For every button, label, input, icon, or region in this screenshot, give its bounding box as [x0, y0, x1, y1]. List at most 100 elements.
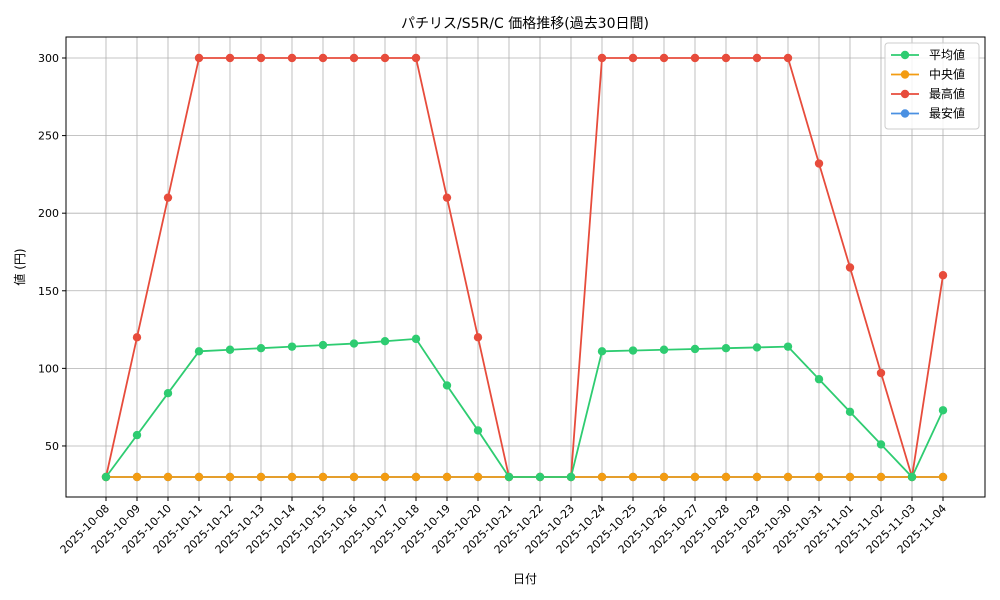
data-point	[287, 472, 297, 482]
data-point	[814, 472, 824, 482]
y-axis: 50 100 150 200 250 300	[38, 52, 66, 453]
data-point	[783, 342, 793, 351]
data-point	[411, 53, 421, 63]
data-point	[752, 472, 762, 482]
data-point	[318, 340, 328, 350]
data-point	[132, 333, 142, 342]
legend-label: 最高値	[929, 86, 965, 101]
plot-area	[65, 36, 986, 498]
data-point	[442, 381, 452, 390]
data-point	[690, 472, 700, 482]
data-point	[256, 343, 266, 353]
data-point	[473, 333, 483, 342]
data-point	[783, 53, 793, 63]
data-point	[628, 346, 638, 355]
data-point	[287, 53, 297, 63]
y-tick-label: 250	[38, 130, 59, 143]
data-point	[163, 389, 173, 398]
data-point	[876, 440, 886, 449]
legend-label: 中央値	[929, 67, 965, 82]
data-point	[349, 472, 359, 482]
y-tick-label: 50	[45, 440, 59, 453]
data-point	[907, 472, 917, 482]
data-point	[938, 472, 948, 482]
data-point	[721, 53, 731, 63]
data-point	[380, 472, 390, 482]
legend-item-2: 最高値	[891, 86, 965, 101]
data-point	[442, 472, 452, 482]
data-point	[597, 53, 607, 63]
y-tick-label: 100	[38, 362, 59, 375]
y-tick-label: 200	[38, 207, 59, 220]
data-point	[442, 193, 452, 202]
data-point	[194, 472, 204, 482]
data-point	[163, 472, 173, 482]
data-point	[473, 426, 483, 435]
data-point	[845, 407, 855, 417]
data-point	[194, 53, 204, 63]
data-point	[876, 472, 886, 482]
data-point	[659, 53, 669, 63]
data-point	[566, 472, 576, 482]
data-point	[318, 53, 328, 63]
legend-marker-icon	[900, 109, 910, 118]
data-point	[349, 53, 359, 63]
data-point	[411, 334, 421, 344]
data-point	[938, 271, 948, 280]
data-point	[132, 430, 142, 440]
x-axis: 2025-10-082025-10-092025-10-102025-10-11…	[58, 497, 949, 556]
data-point	[814, 375, 824, 384]
data-point	[659, 345, 669, 354]
series-line	[105, 57, 944, 478]
x-axis-title: 日付	[513, 572, 537, 586]
data-point	[783, 472, 793, 482]
legend-marker-icon	[900, 50, 910, 60]
data-point	[845, 472, 855, 482]
legend-label: 最安値	[929, 106, 965, 121]
y-tick-label: 150	[38, 285, 59, 298]
data-point	[380, 337, 390, 346]
series-line	[105, 337, 944, 479]
data-point	[597, 472, 607, 482]
data-point	[411, 472, 421, 482]
y-tick-label: 300	[38, 52, 59, 65]
legend-item-3: 最安値	[891, 106, 965, 121]
data-point	[752, 343, 762, 352]
series-2	[101, 53, 948, 482]
data-point	[721, 343, 731, 353]
data-point	[752, 53, 762, 63]
data-point	[504, 472, 514, 482]
data-point	[473, 472, 483, 482]
data-point	[194, 347, 204, 356]
legend-item-1: 中央値	[891, 67, 965, 82]
data-point	[256, 53, 266, 63]
data-point	[845, 263, 855, 272]
data-point	[225, 472, 235, 482]
data-point	[101, 472, 111, 482]
data-point	[659, 472, 669, 482]
legend-item-0: 平均値	[891, 47, 965, 62]
data-point	[938, 406, 948, 415]
data-point	[535, 472, 545, 482]
data-point	[225, 53, 235, 63]
chart-title: パチリス/S5R/C 価格推移(過去30日間)	[401, 16, 649, 32]
legend-label: 平均値	[929, 47, 965, 62]
data-point	[287, 342, 297, 351]
data-point	[380, 53, 390, 63]
series-0	[101, 334, 948, 482]
data-point	[597, 347, 607, 356]
data-point	[876, 368, 886, 378]
data-point	[721, 472, 731, 482]
series-lines	[101, 53, 948, 482]
data-point	[690, 344, 700, 354]
data-point	[690, 53, 700, 63]
data-point	[132, 472, 142, 482]
data-point	[349, 339, 359, 348]
data-point	[628, 53, 638, 63]
data-point	[628, 472, 638, 482]
legend-marker-icon	[900, 70, 910, 79]
legend-marker-icon	[900, 89, 910, 99]
